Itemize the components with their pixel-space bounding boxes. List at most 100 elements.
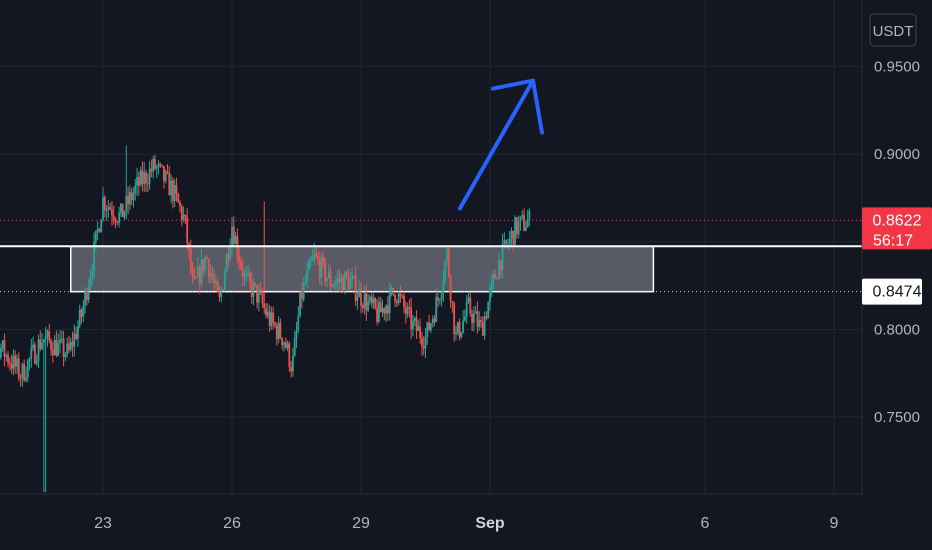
candle-countdown: 56:17: [873, 232, 913, 249]
candle-up: [311, 248, 314, 262]
candle-up: [118, 206, 121, 228]
candle-down: [399, 285, 402, 303]
candle-up: [292, 347, 294, 377]
candle-down: [361, 302, 364, 313]
time-tick-label: Sep: [475, 515, 505, 532]
candle-up: [64, 351, 67, 362]
candle-up: [247, 265, 250, 278]
candle-down: [62, 330, 65, 367]
candle-up: [358, 280, 361, 298]
forecast-arrow[interactable]: [457, 78, 544, 211]
candle-up: [32, 336, 35, 352]
time-tick-label: 26: [223, 515, 241, 532]
price-axis[interactable]: 0.9500 0.9000 0.8000 0.7500 USDT 0.8622 56:…: [861, 0, 932, 494]
candle-up: [164, 169, 167, 184]
candle-up: [372, 293, 375, 310]
candle-down: [98, 227, 101, 234]
candle-down: [163, 165, 165, 189]
candle-down: [180, 204, 183, 227]
candle-up: [41, 333, 43, 351]
candle-up: [406, 302, 409, 319]
candle-down: [437, 291, 439, 307]
candle-up: [519, 216, 522, 231]
candle-down: [3, 333, 6, 367]
candle-up: [195, 275, 198, 280]
candle-down: [422, 336, 425, 356]
candle-up: [478, 311, 481, 331]
candle-down: [48, 323, 51, 344]
currency-badge[interactable]: [869, 13, 917, 47]
candle-down: [171, 177, 174, 209]
candle-down: [175, 177, 178, 202]
candle-down: [318, 251, 321, 285]
marker-price-box: [862, 278, 922, 305]
marker-price-value: 0.8474: [873, 284, 922, 301]
candle-up: [467, 290, 470, 304]
candle-up: [390, 285, 393, 297]
candle-up: [182, 206, 185, 223]
candle-down: [379, 296, 382, 313]
time-tick-label: 23: [94, 515, 112, 532]
candle-up: [483, 311, 486, 340]
current-price-value: 0.8622: [873, 212, 922, 229]
candle-up: [37, 334, 40, 368]
candle-down: [10, 354, 13, 374]
candle-down: [512, 230, 515, 252]
candle-up: [306, 262, 309, 289]
candle-down: [499, 259, 502, 278]
time-axis[interactable]: 23 26 29 Sep 6 9: [0, 493, 862, 532]
candle-down: [141, 161, 144, 192]
candle-down: [161, 164, 164, 168]
candle-up: [46, 329, 49, 347]
candle-down: [274, 321, 276, 329]
candle-down: [193, 266, 196, 280]
candle-down: [206, 254, 208, 260]
candle-down: [218, 285, 221, 302]
support-zone[interactable]: [70, 245, 655, 293]
candle-up: [340, 273, 343, 289]
candle-down: [404, 301, 407, 324]
candle-down: [112, 205, 115, 225]
candle-up: [222, 288, 224, 292]
candle-up: [123, 210, 126, 220]
candle-down: [254, 282, 257, 288]
candle-up: [440, 289, 443, 307]
candle-up: [155, 164, 158, 178]
candle-up: [381, 299, 384, 317]
candle-down: [50, 338, 52, 356]
candle-down: [279, 318, 282, 340]
candle-up: [397, 291, 400, 306]
candle-down: [103, 195, 106, 218]
candle-up: [136, 168, 138, 196]
candle-down: [383, 307, 386, 321]
candle-up: [487, 301, 490, 319]
candle-up: [1, 339, 4, 352]
candle-up: [26, 359, 29, 383]
candle-down: [116, 220, 119, 226]
candle-down: [428, 314, 430, 332]
candle-up: [139, 166, 142, 187]
candle-up: [327, 263, 330, 279]
candle-down: [154, 154, 156, 171]
candle-down: [476, 301, 479, 334]
candle-down: [374, 297, 377, 310]
candle-down: [51, 341, 54, 363]
candle-down: [275, 322, 278, 346]
candle-up: [490, 273, 493, 298]
candle-up: [5, 353, 8, 362]
candle-up: [356, 291, 359, 310]
candle-up: [96, 221, 99, 241]
candle-up: [107, 199, 110, 218]
candle-up: [77, 320, 79, 347]
candle-down: [71, 331, 74, 358]
arrow-shaft: [457, 78, 535, 211]
candle-up: [53, 334, 56, 356]
candle-up: [25, 366, 27, 383]
candle-down: [256, 284, 258, 309]
candle-down: [168, 165, 171, 196]
candle-up: [309, 255, 312, 268]
candle-up: [417, 320, 420, 332]
candle-up: [426, 321, 429, 345]
candle-up: [93, 232, 95, 279]
